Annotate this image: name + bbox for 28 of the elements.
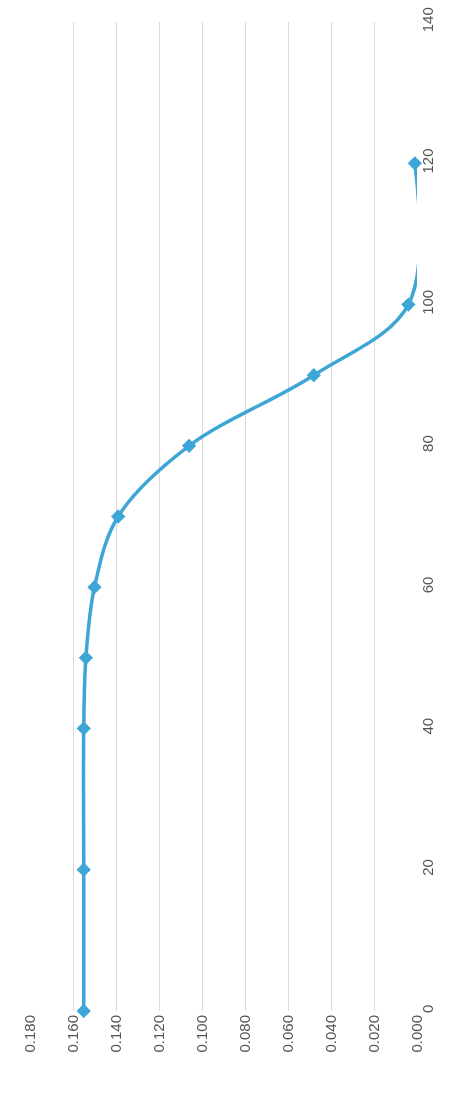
x-tick-label: 0.140 bbox=[106, 1015, 124, 1053]
y-tick-label: 140 bbox=[419, 7, 436, 33]
point bbox=[78, 650, 94, 665]
x-tick-label: 0.080 bbox=[235, 1015, 253, 1053]
y-tick-label: 40 bbox=[419, 717, 436, 735]
point bbox=[401, 297, 416, 312]
point bbox=[76, 862, 91, 877]
x-tick-label: 0.060 bbox=[278, 1015, 296, 1053]
point bbox=[407, 156, 422, 171]
x-tick-label: 0.020 bbox=[364, 1015, 382, 1053]
y-tick-label: 0 bbox=[419, 1004, 436, 1013]
y-tick-label: 100 bbox=[419, 289, 436, 315]
y-tick-label: 20 bbox=[419, 859, 436, 876]
y-tick-label: 60 bbox=[419, 576, 436, 594]
point bbox=[111, 509, 126, 524]
y-tick-label: 80 bbox=[419, 435, 436, 452]
x-tick-label: 0.100 bbox=[192, 1015, 210, 1053]
y-tick-label: 120 bbox=[419, 148, 436, 174]
x-tick-label: 0.120 bbox=[149, 1015, 167, 1053]
x-tick-label: 0.180 bbox=[20, 1015, 38, 1053]
x-tick-label: 0.040 bbox=[321, 1015, 339, 1053]
point bbox=[87, 579, 102, 595]
point bbox=[306, 368, 321, 383]
point bbox=[181, 438, 197, 454]
point bbox=[76, 1003, 91, 1019]
x-tick-label: 0.160 bbox=[63, 1015, 81, 1053]
point bbox=[76, 721, 91, 736]
x-tick-label: 0.000 bbox=[407, 1015, 425, 1053]
